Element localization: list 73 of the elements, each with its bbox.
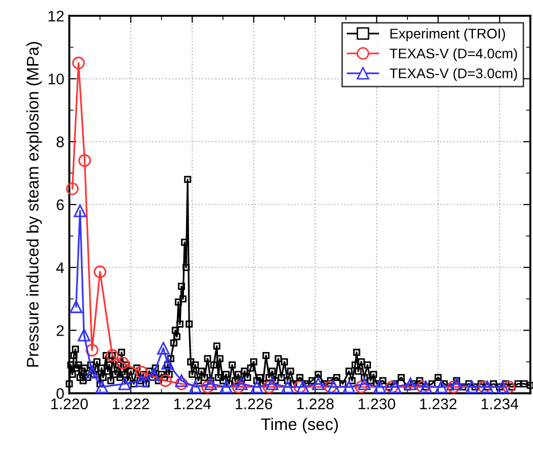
- point: [74, 204, 86, 218]
- point: [358, 377, 371, 390]
- point: [327, 380, 340, 394]
- point: [188, 380, 202, 394]
- point: [293, 380, 306, 394]
- point: [342, 380, 356, 394]
- point: [78, 154, 91, 167]
- point: [66, 182, 79, 196]
- point: [262, 380, 276, 394]
- point: [235, 377, 248, 390]
- x-tick-label: 1.226: [236, 398, 272, 410]
- x-tick-label: 1.220: [51, 398, 88, 410]
- point: [70, 300, 82, 314]
- point: [106, 349, 119, 362]
- y-tick-label: 4: [56, 262, 64, 273]
- y-tick-label: 2: [56, 325, 64, 336]
- point: [373, 380, 386, 394]
- point: [296, 380, 310, 394]
- y-tick-label: 12: [48, 10, 64, 22]
- point: [159, 374, 172, 387]
- y-tick-label: 8: [56, 136, 64, 148]
- point: [447, 380, 460, 394]
- point: [324, 380, 337, 394]
- legend-label: Experiment (TROI): [390, 28, 506, 42]
- x-tick-label: 1.234: [482, 398, 518, 410]
- point: [157, 342, 170, 355]
- legend-label: TEXAS-V (D=4.0cm): [390, 48, 517, 62]
- y-tick-label: 6: [56, 199, 64, 210]
- point: [78, 328, 90, 342]
- x-tick-label: 1.230: [358, 398, 396, 410]
- point: [420, 380, 432, 394]
- point: [404, 377, 417, 390]
- y-tick-label: 0: [56, 388, 64, 399]
- legend-label: TEXAS-V (D=3.0cm): [390, 68, 517, 82]
- y-axis-title: Pressure induced by steam explosion (MPa): [26, 42, 42, 367]
- x-tick-label: 1.228: [297, 398, 334, 410]
- point: [147, 368, 160, 381]
- point: [388, 380, 402, 394]
- x-tick-label: 1.224: [174, 398, 211, 410]
- point: [135, 374, 148, 387]
- y-tick-label: 10: [48, 74, 64, 84]
- point: [86, 344, 98, 356]
- point: [161, 357, 174, 370]
- point: [434, 380, 448, 394]
- point: [281, 380, 294, 394]
- point: [204, 377, 217, 390]
- point: [135, 366, 148, 378]
- point: [386, 380, 398, 394]
- point: [496, 380, 509, 394]
- point: [116, 356, 130, 370]
- point: [220, 380, 232, 394]
- point: [416, 380, 430, 394]
- x-tick-label: 1.222: [112, 398, 150, 410]
- point: [266, 377, 278, 390]
- point: [118, 377, 131, 390]
- x-axis-title: Time (sec): [261, 418, 338, 434]
- point: [201, 380, 214, 394]
- point: [94, 266, 106, 278]
- point: [480, 380, 494, 394]
- point: [466, 380, 478, 394]
- point: [86, 366, 98, 378]
- point: [72, 56, 85, 70]
- point: [232, 380, 245, 394]
- point: [96, 380, 108, 394]
- point: [450, 377, 463, 390]
- point: [250, 380, 264, 394]
- point: [478, 380, 491, 394]
- point: [502, 380, 516, 394]
- point: [312, 377, 325, 390]
- point: [354, 380, 368, 394]
- point: [175, 377, 188, 390]
- x-tick-label: 1.232: [420, 398, 456, 410]
- point: [175, 374, 188, 387]
